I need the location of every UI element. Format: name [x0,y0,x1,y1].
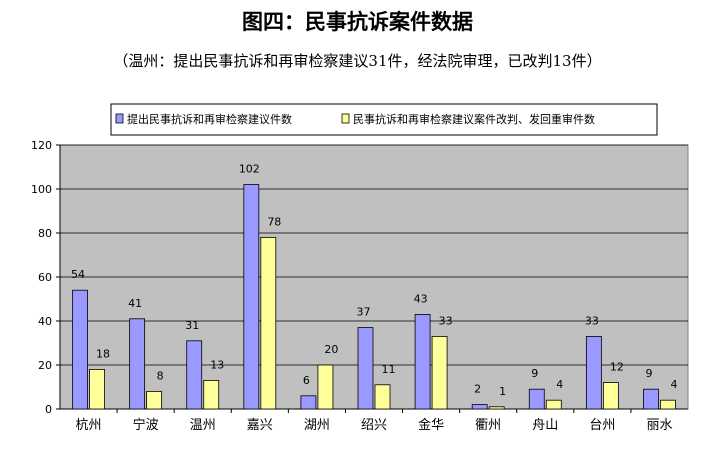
y-tick-label: 100 [31,183,52,196]
data-label-series-2: 12 [610,361,624,374]
bar-series-2 [89,368,105,410]
bar-series-1 [414,313,431,410]
data-label-series-2: 18 [96,347,110,360]
y-tick-label: 60 [38,271,52,284]
bar-series-1 [72,289,88,410]
bar-series-2 [317,364,334,410]
bar-series-2 [545,399,562,410]
bar-series-1 [243,184,260,410]
data-label-series-2: 4 [556,378,563,391]
x-tick-label: 湖州 [304,418,330,433]
bar-series-2 [488,406,505,410]
chart-title: 图四：民事抗诉案件数据 [242,10,473,34]
y-tick-label: 20 [38,359,52,372]
y-tick-label: 120 [31,139,52,152]
x-tick-label: 金华 [418,417,444,433]
data-label-series-2: 78 [267,215,281,228]
x-tick-label: 杭州 [76,418,102,433]
data-label-series-2: 1 [499,385,506,398]
bar-series-2 [374,384,391,410]
bar-series-2 [203,379,220,410]
data-label-series-1: 9 [531,367,538,380]
data-label-series-1: 2 [474,383,481,396]
data-label-series-1: 9 [645,367,652,380]
x-tick-label: 温州 [190,418,216,433]
y-tick-label: 80 [38,227,52,240]
x-tick-label: 嘉兴 [247,418,273,433]
legend-swatch-series-2 [341,113,350,124]
data-label-series-2: 8 [157,369,164,382]
y-tick-label: 40 [38,315,52,328]
data-label-series-1: 31 [185,319,199,332]
bar-series-2 [260,236,277,410]
legend: 提出民事抗诉和再审检察建议件数 民事抗诉和再审检察建议案件改判、发回重审件数 [110,103,658,136]
data-label-series-2: 20 [324,343,338,356]
data-label-series-1: 54 [71,268,85,281]
bar-series-1 [585,335,602,410]
plot-area: 020406080100120杭州5418宁波418温州3113嘉兴10278湖… [31,139,689,433]
bar-series-2 [602,382,619,410]
x-tick-label: 宁波 [133,417,159,433]
legend-swatch-series-1 [115,113,124,124]
bar-series-1 [528,388,545,410]
x-tick-label: 丽水 [646,418,672,433]
legend-label-series-2: 民事抗诉和再审检察建议案件改判、发回重审件数 [353,112,595,126]
data-label-series-2: 4 [670,378,677,391]
data-label-series-2: 13 [210,358,224,371]
bar-series-1 [186,340,203,410]
data-label-series-1: 33 [585,314,599,327]
x-tick-label: 舟山 [532,418,558,433]
bar-series-1 [357,327,374,410]
bar-series-2 [660,399,676,410]
data-label-series-1: 43 [414,292,428,305]
data-label-series-2: 33 [439,314,453,327]
data-label-series-1: 41 [128,297,142,310]
bar-series-2 [431,335,448,410]
data-label-series-1: 37 [357,306,371,319]
bar-series-1 [300,395,317,410]
data-label-series-2: 11 [382,363,396,376]
data-label-series-1: 6 [303,374,310,387]
x-tick-label: 台州 [589,418,615,433]
legend-label-series-1: 提出民事抗诉和再审检察建议件数 [127,112,292,126]
x-tick-label: 绍兴 [361,418,387,433]
x-tick-label: 衢州 [475,418,501,433]
chart-subtitle: （温州：提出民事抗诉和再审检察建议31件，经法院审理，已改判13件） [113,52,602,70]
bar-series-1 [471,404,488,410]
data-label-series-1: 102 [239,163,260,176]
bar-series-1 [129,318,146,410]
y-tick-label: 0 [45,403,52,416]
bar-series-2 [146,390,163,410]
bar-series-1 [643,388,659,410]
